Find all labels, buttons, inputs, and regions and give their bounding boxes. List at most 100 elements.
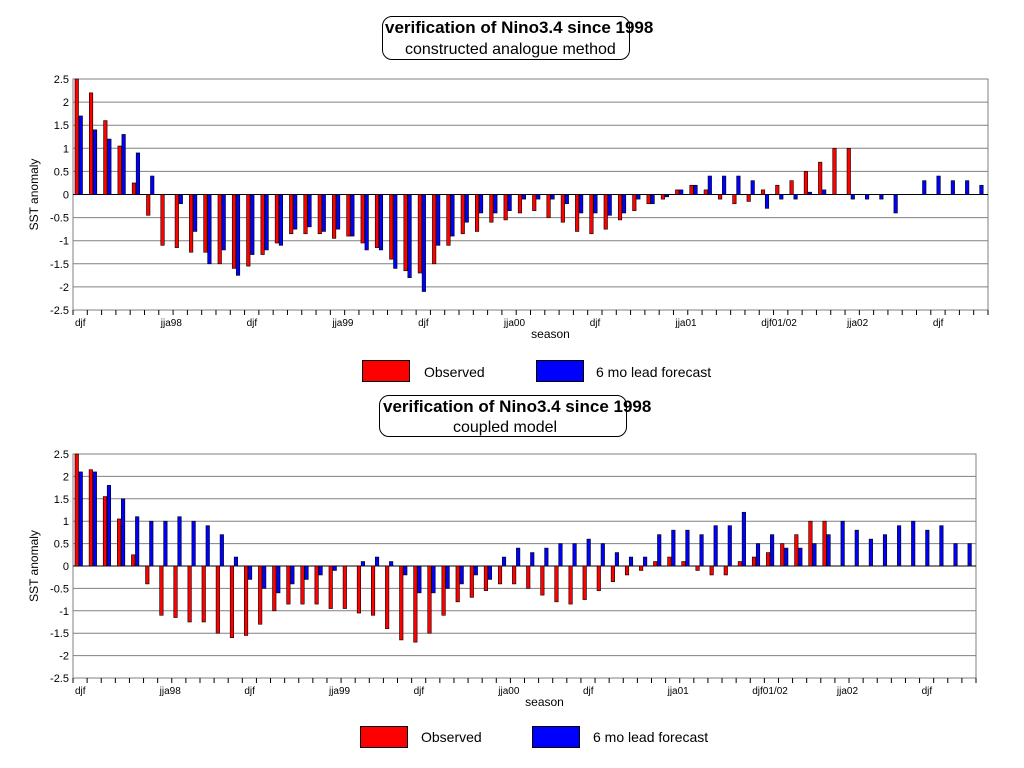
chart2-forecast-bar: [600, 543, 605, 567]
chart1-observed-bar: [589, 194, 594, 235]
chart2-forecast-bar: [770, 534, 775, 567]
chart2-xtick-label: jja00: [497, 686, 520, 697]
chart2-xtick-label: jja01: [667, 686, 690, 697]
chart2-observed-bar: [314, 565, 319, 605]
chart2-forecast-bar: [501, 556, 507, 567]
chart2-forecast-bar: [431, 565, 436, 594]
chart2-forecast-bar: [248, 565, 253, 580]
chart1-observed-bar: [374, 194, 380, 248]
chart1-observed-bar: [117, 145, 122, 195]
chart2-forecast-bar: [953, 543, 958, 567]
chart1-forecast-bar: [636, 194, 641, 200]
chart2-observed-bar: [300, 565, 305, 605]
chart1-forecast-bar: [936, 175, 941, 195]
chart1-ytick-label: 2: [63, 97, 69, 109]
chart1-forecast-bar: [521, 194, 527, 200]
chart1-observed-bar: [217, 194, 222, 265]
chart2-xtick-label: djf: [244, 686, 255, 697]
chart2-observed-bar: [356, 565, 361, 614]
chart1-ytick-label: -2: [59, 282, 69, 294]
chart2-forecast-bar: [925, 529, 930, 567]
chart2-forecast-bar: [755, 543, 761, 567]
chart1-forecast-bar: [664, 194, 669, 198]
chart2-forecast-bar: [798, 547, 803, 567]
chart1-forecast-bar: [650, 194, 655, 205]
chart1-forecast-bar: [736, 175, 741, 195]
chart1-observed-bar: [732, 194, 737, 205]
chart2-forecast-bar: [911, 520, 916, 567]
chart1-forecast-bar: [507, 194, 512, 211]
chart1-ytick-label: -1: [59, 236, 69, 248]
chart1-subtitle: constructed analogue method: [405, 41, 616, 58]
chart2-forecast-bar: [389, 561, 394, 567]
chart2-ytick-label: -2: [59, 651, 69, 663]
chart2-forecast-bar: [276, 565, 281, 594]
chart1-observed-bar: [718, 194, 723, 200]
chart2-observed-bar: [286, 565, 291, 605]
chart1-observed-bar: [160, 194, 165, 246]
chart1-forecast-bar: [178, 194, 183, 205]
chart1-observed-bar: [703, 189, 708, 195]
chart1-forecast-bar: [250, 194, 255, 255]
chart2-xaxis-label: season: [525, 695, 564, 709]
chart2-observed-bar: [88, 469, 93, 567]
chart2-forecast-bar: [516, 547, 521, 567]
chart2-ytick-label: -2.5: [50, 673, 69, 685]
chart1-xtick-label: jja00: [503, 318, 526, 329]
chart2-forecast-bar: [219, 534, 224, 567]
chart2-observed-bar: [751, 556, 757, 567]
chart2-forecast-bar: [614, 552, 619, 567]
chart1-observed-bar: [760, 189, 766, 195]
chart1-forecast-bar: [121, 134, 126, 195]
chart2-observed-bar: [737, 561, 742, 567]
chart1-forecast-bar: [293, 194, 298, 230]
chart1-forecast-bar: [564, 194, 569, 205]
chart1-forecast-bar: [407, 194, 412, 278]
chart2-xtick-label: djf: [583, 686, 594, 697]
chart2-observed-bar: [794, 534, 799, 567]
chart2-title-box: [379, 395, 627, 437]
chart2-forecast-bar: [784, 547, 789, 567]
chart2-observed-bar: [215, 565, 220, 634]
chart2-legend-observed-swatch: [360, 726, 408, 748]
chart2-ytick-label: 0.5: [54, 539, 69, 551]
chart2-observed-bar: [709, 565, 714, 576]
chart1-forecast-bar: [150, 175, 155, 195]
chart2-observed-bar: [272, 565, 277, 612]
chart1-observed-bar: [832, 148, 837, 195]
chart1-legend-forecast-swatch: [536, 360, 584, 382]
chart2-forecast-bar: [812, 543, 817, 567]
chart1-forecast-bar: [207, 194, 212, 265]
chart2-forecast-bar: [459, 565, 464, 585]
chart2-observed-bar: [596, 565, 601, 591]
chart1-forecast-bar: [221, 194, 226, 251]
chart2-xtick-label: djf01/02: [752, 686, 788, 697]
chart2-forecast-bar: [233, 556, 239, 567]
chart1-observed-bar: [617, 194, 623, 221]
chart2-forecast-bar: [628, 556, 634, 567]
chart2-observed-bar: [441, 565, 446, 616]
chart1-forecast-bar: [350, 194, 355, 237]
chart2-observed-bar: [102, 496, 108, 567]
chart2-observed-bar: [469, 565, 474, 598]
chart2-observed-bar: [667, 556, 672, 567]
chart1-observed-bar: [489, 194, 494, 223]
chart1-forecast-bar: [135, 152, 140, 195]
chart2-forecast-bar: [544, 547, 549, 567]
chart2-observed-bar: [258, 565, 263, 625]
chart1-forecast-bar: [593, 194, 598, 214]
chart2-observed-bar: [624, 565, 630, 576]
chart1-forecast-bar: [264, 194, 269, 251]
chart1-legend-observed-swatch: [362, 360, 410, 382]
chart2-forecast-bar: [445, 565, 450, 589]
chart2-observed-bar: [681, 561, 686, 567]
chart2-forecast-bar: [332, 565, 337, 571]
chart1-observed-bar: [646, 194, 651, 205]
chart2-forecast-bar: [643, 556, 648, 567]
chart1-forecast-bar: [722, 175, 727, 195]
chart1-forecast-bar: [779, 194, 784, 200]
chart2-xtick-label: jja99: [328, 686, 351, 697]
chart1-forecast-bar: [707, 175, 712, 195]
chart2-observed-bar: [159, 565, 164, 616]
